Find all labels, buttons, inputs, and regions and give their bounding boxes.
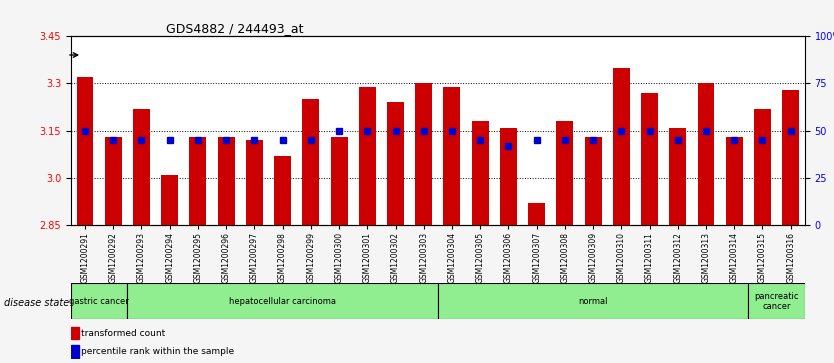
Bar	[641, 93, 658, 225]
Bar	[726, 137, 743, 225]
Bar	[359, 87, 376, 225]
Bar	[218, 137, 234, 225]
FancyBboxPatch shape	[438, 283, 748, 319]
Text: transformed count: transformed count	[81, 329, 166, 338]
Bar	[613, 68, 630, 225]
FancyBboxPatch shape	[748, 283, 805, 319]
Bar	[697, 83, 715, 225]
FancyArrowPatch shape	[70, 53, 78, 57]
FancyBboxPatch shape	[128, 283, 438, 319]
Text: normal: normal	[578, 297, 608, 306]
Bar	[161, 175, 178, 225]
Bar	[782, 90, 799, 225]
Bar	[585, 137, 601, 225]
Bar	[133, 109, 150, 225]
Bar	[71, 327, 79, 339]
Bar	[500, 127, 517, 225]
Bar	[77, 77, 93, 225]
Bar	[556, 121, 573, 225]
Bar	[472, 121, 489, 225]
Bar	[189, 137, 206, 225]
Text: disease state: disease state	[4, 298, 69, 308]
Bar	[444, 87, 460, 225]
Bar	[71, 345, 79, 358]
Bar	[387, 102, 404, 225]
Bar	[528, 203, 545, 225]
Bar	[330, 137, 348, 225]
FancyBboxPatch shape	[71, 283, 128, 319]
Bar	[274, 156, 291, 225]
Bar	[415, 83, 432, 225]
Bar	[754, 109, 771, 225]
Bar	[670, 127, 686, 225]
Text: GDS4882 / 244493_at: GDS4882 / 244493_at	[166, 22, 304, 35]
Bar	[246, 140, 263, 225]
Text: gastric cancer: gastric cancer	[69, 297, 129, 306]
Bar	[303, 99, 319, 225]
Bar	[105, 137, 122, 225]
Text: pancreatic
cancer: pancreatic cancer	[754, 291, 799, 311]
Text: percentile rank within the sample: percentile rank within the sample	[81, 347, 234, 356]
Text: hepatocellular carcinoma: hepatocellular carcinoma	[229, 297, 336, 306]
